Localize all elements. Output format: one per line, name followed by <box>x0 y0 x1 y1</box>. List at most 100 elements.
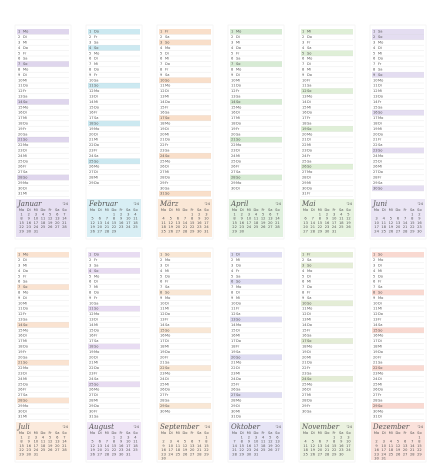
day-weekday: Mo <box>378 334 383 338</box>
day-number: 7 <box>231 285 233 289</box>
mini-day: 20 <box>97 225 102 229</box>
day-number: 23 <box>302 149 307 153</box>
day-number: 17 <box>89 339 94 343</box>
mini-day: 23 <box>119 225 124 229</box>
mini-day: 21 <box>197 448 202 452</box>
day-weekday: Fr <box>94 409 98 413</box>
mini-day: 19 <box>261 221 266 225</box>
day-number: 8 <box>89 291 92 295</box>
mini-day: 21 <box>105 225 110 229</box>
day-weekday: Fr <box>94 258 98 262</box>
mini-weekday: Mo <box>19 431 24 435</box>
day-number: 27 <box>160 393 165 397</box>
day-number: 25 <box>231 159 236 163</box>
day-number: 29 <box>373 404 378 408</box>
mini-day: 27 <box>396 229 401 233</box>
mini-weekday: Fr <box>119 208 123 212</box>
day-weekday: Do <box>307 186 312 190</box>
day-number: 26 <box>373 388 378 392</box>
mini-day: 31 <box>34 229 39 233</box>
day-weekday: Fr <box>378 176 382 180</box>
mini-day: 29 <box>112 452 117 456</box>
day-weekday: Sa <box>307 372 311 376</box>
day-weekday: So <box>307 89 311 93</box>
day-weekday: Mo <box>94 312 99 316</box>
day-number: 28 <box>231 176 236 180</box>
mini-day: 8 <box>333 440 336 444</box>
day-weekday: Mi <box>307 318 311 322</box>
day-number: 9 <box>231 296 234 300</box>
day-number: 5 <box>89 274 91 278</box>
day-weekday: Do <box>236 301 241 305</box>
day-number: 31 <box>18 192 23 196</box>
day-number: 3 <box>302 264 304 268</box>
mini-weekday: Fr <box>48 208 52 212</box>
day-weekday: Di <box>307 176 311 180</box>
mini-weekday: Di <box>27 431 31 435</box>
day-weekday: Sa <box>94 377 98 381</box>
day-number: 21 <box>302 361 307 365</box>
day-weekday: Mo <box>23 105 28 109</box>
day-weekday: Di <box>378 415 382 419</box>
mini-calendar-bg <box>158 199 212 237</box>
mini-day: 18 <box>261 444 266 448</box>
day-number: 11 <box>89 84 94 88</box>
mini-weekday: Di <box>169 208 173 212</box>
day-number: 14 <box>373 100 378 104</box>
day-number: 1 <box>302 30 304 34</box>
day-number: 29 <box>302 181 307 185</box>
day-weekday: So <box>378 404 382 408</box>
mini-day: 13 <box>176 221 181 225</box>
mini-day: 30 <box>247 452 252 456</box>
mini-weekday: Mi <box>389 431 393 435</box>
day-number: 1 <box>373 30 375 34</box>
day-highlight <box>301 50 353 56</box>
mini-calendar-bg <box>158 422 212 460</box>
mini-day: 19 <box>396 448 401 452</box>
day-number: 24 <box>18 154 23 158</box>
day-number: 3 <box>160 41 162 45</box>
day-weekday: Sa <box>165 186 169 190</box>
day-highlight <box>159 252 211 258</box>
mini-day: 5 <box>49 213 51 217</box>
day-weekday: Mo <box>236 399 241 403</box>
day-number: 16 <box>18 111 23 115</box>
day-weekday: Do <box>94 366 99 370</box>
day-weekday: Do <box>307 35 312 39</box>
day-number: 7 <box>160 285 162 289</box>
day-highlight <box>372 147 424 154</box>
mini-day: 24 <box>34 448 39 452</box>
day-number: 11 <box>302 307 307 311</box>
day-number: 16 <box>18 334 23 338</box>
day-number: 7 <box>160 62 162 66</box>
day-number: 23 <box>373 149 378 153</box>
mini-day: 27 <box>275 448 280 452</box>
day-weekday: Sa <box>236 95 240 99</box>
day-number: 26 <box>160 165 165 169</box>
day-weekday: Sa <box>307 122 311 126</box>
day-number: 20 <box>302 355 307 359</box>
mini-calendar-bg <box>16 199 70 237</box>
mini-day: 9 <box>28 440 31 444</box>
day-weekday: So <box>236 138 240 142</box>
day-number: 19 <box>302 350 307 354</box>
day-number: 13 <box>89 318 94 322</box>
day-weekday: Mo <box>378 116 383 120</box>
day-weekday: Mi <box>236 372 240 376</box>
mini-day: 26 <box>268 448 273 452</box>
day-weekday: Di <box>236 111 240 115</box>
mini-calendar-bg <box>371 199 425 237</box>
mini-day: 23 <box>339 448 344 452</box>
day-weekday: Mo <box>165 334 170 338</box>
mini-day: 25 <box>41 448 46 452</box>
day-number: 27 <box>18 393 23 397</box>
day-weekday: Di <box>23 111 27 115</box>
day-weekday: Sa <box>307 159 311 163</box>
day-weekday: Sa <box>307 334 311 338</box>
mini-day: 8 <box>205 440 208 444</box>
mini-day: 31 <box>204 229 209 233</box>
mini-day: 26 <box>346 225 351 229</box>
day-weekday: Do <box>94 328 99 332</box>
mini-day: 21 <box>325 448 330 452</box>
day-weekday: Do <box>378 388 383 392</box>
